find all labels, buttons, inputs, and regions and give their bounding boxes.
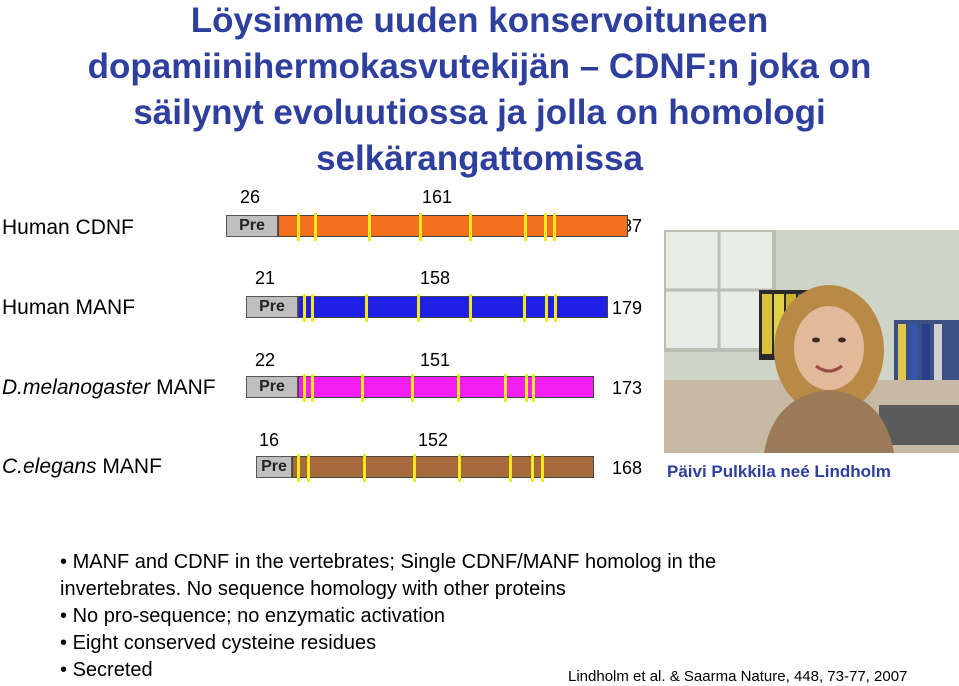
title-line: Löysimme uuden konservoituneen xyxy=(190,1,769,40)
citation: Lindholm et al. & Saarma Nature, 448, 73… xyxy=(568,668,908,685)
pre-segment: Pre xyxy=(226,215,278,237)
title-line: selkärangattomissa xyxy=(316,139,643,178)
cysteine-marker xyxy=(504,374,507,402)
cysteine-marker xyxy=(458,454,461,482)
bullet-text: MANF and CDNF in the vertebrates; Single… xyxy=(72,551,717,573)
cysteine-marker xyxy=(311,374,314,402)
length-number: 168 xyxy=(612,458,643,478)
cysteine-marker xyxy=(524,213,527,241)
cysteine-marker xyxy=(457,374,460,402)
bullet-item: • MANF and CDNF in the vertebrates; Sing… xyxy=(60,549,716,576)
bullet-item: invertebrates. No sequence homology with… xyxy=(60,576,716,603)
cysteine-marker xyxy=(413,454,416,482)
cysteine-marker xyxy=(417,294,420,322)
cysteine-marker xyxy=(532,374,535,402)
bullet-mark: • xyxy=(60,659,68,681)
protein-name: MANF xyxy=(102,455,162,478)
cysteine-marker xyxy=(509,454,512,482)
cysteine-marker xyxy=(553,213,556,241)
cysteine-marker xyxy=(531,454,534,482)
cysteine-marker xyxy=(544,213,547,241)
pre-end-number: 16 xyxy=(259,430,280,450)
portrait-photo xyxy=(664,230,959,453)
cysteine-marker xyxy=(307,454,310,482)
cys-mark-number: 158 xyxy=(420,268,451,288)
bullet-text: invertebrates. No sequence homology with… xyxy=(60,578,566,600)
bullet-text: Eight conserved cysteine residues xyxy=(72,632,377,654)
mature-segment xyxy=(298,374,594,402)
cysteine-marker xyxy=(541,454,544,482)
protein-label-dmel-manf: D.melanogaster MANF xyxy=(2,376,216,400)
cysteine-marker xyxy=(554,294,557,322)
photo-caption: Päivi Pulkkila neé Lindholm xyxy=(667,462,891,481)
cysteine-marker xyxy=(297,213,300,241)
bullet-mark: • xyxy=(60,551,68,573)
bullet-item: • Eight conserved cysteine residues xyxy=(60,630,716,657)
species-name: C.elegans xyxy=(2,455,97,478)
pre-segment: Pre xyxy=(256,456,292,478)
pre-end-number: 21 xyxy=(255,268,276,288)
cysteine-marker xyxy=(303,374,306,402)
mature-segment xyxy=(292,454,594,482)
cysteine-marker xyxy=(545,294,548,322)
cysteine-marker xyxy=(303,294,306,322)
title-line: dopamiinihermokasvutekijän – CDNF:n joka… xyxy=(87,47,872,86)
portrait-illustration xyxy=(664,230,959,453)
bullet-mark: • xyxy=(60,605,68,627)
bullet-text: Secreted xyxy=(72,659,153,681)
protein-label-human-cdnf: Human CDNF xyxy=(2,216,134,240)
slide-title: Löysimme uuden konservoituneen dopamiini… xyxy=(0,0,959,182)
pre-end-number: 26 xyxy=(240,187,261,207)
title-line: säilynyt evoluutiossa ja jolla on homolo… xyxy=(133,93,826,132)
cys-mark-number: 152 xyxy=(418,430,449,450)
cysteine-marker xyxy=(525,374,528,402)
pre-segment: Pre xyxy=(246,376,298,398)
pre-end-number: 22 xyxy=(255,350,276,370)
bullet-list: • MANF and CDNF in the vertebrates; Sing… xyxy=(60,549,716,684)
cysteine-marker xyxy=(419,213,422,241)
cysteine-marker xyxy=(365,294,368,322)
cysteine-marker xyxy=(523,294,526,322)
cysteine-marker xyxy=(311,294,314,322)
pre-segment: Pre xyxy=(246,296,298,318)
cysteine-marker xyxy=(368,213,371,241)
bullet-item: • Secreted xyxy=(60,657,716,684)
bullet-mark: • xyxy=(60,632,68,654)
protein-name: Human CDNF xyxy=(2,216,134,239)
cysteine-marker xyxy=(297,454,300,482)
cysteine-marker xyxy=(314,213,317,241)
bullet-item: • No pro-sequence; no enzymatic activati… xyxy=(60,603,716,630)
protein-label-celegans-manf: C.elegans MANF xyxy=(2,455,162,479)
length-number: 179 xyxy=(612,298,643,318)
length-number: 173 xyxy=(612,378,643,398)
mature-segment xyxy=(298,294,608,322)
bullet-text: No pro-sequence; no enzymatic activation xyxy=(72,605,445,627)
cys-mark-number: 151 xyxy=(420,350,451,370)
cysteine-marker xyxy=(469,294,472,322)
protein-name: Human MANF xyxy=(2,296,136,319)
cysteine-marker xyxy=(361,374,364,402)
species-name: D.melanogaster xyxy=(2,376,151,399)
cys-mark-number: 161 xyxy=(422,187,453,207)
cysteine-marker xyxy=(363,454,366,482)
mature-segment xyxy=(278,213,628,241)
cysteine-marker xyxy=(469,213,472,241)
cysteine-marker xyxy=(411,374,414,402)
protein-label-human-manf: Human MANF xyxy=(2,296,135,320)
protein-name: MANF xyxy=(156,376,216,399)
